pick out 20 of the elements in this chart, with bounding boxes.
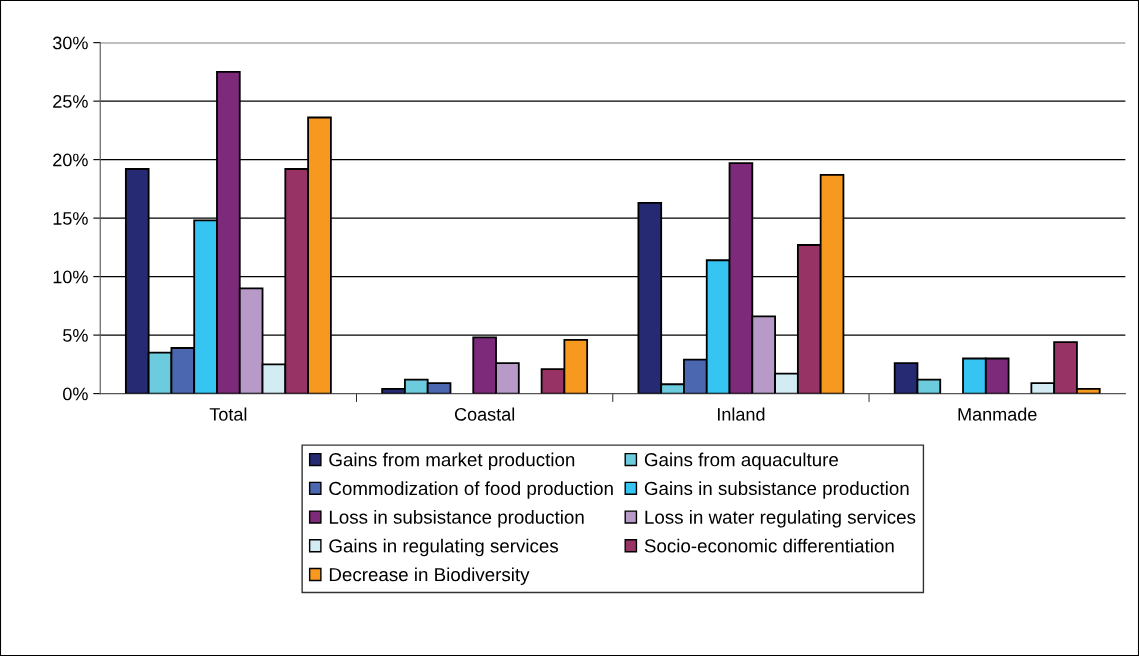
- legend-label: Gains in subsistance production: [644, 481, 909, 499]
- legend-label: Loss in subsistance production: [329, 510, 584, 528]
- legend-label: Gains in regulating services: [329, 538, 559, 557]
- y-tick-label: 30%: [52, 36, 88, 50]
- x-tick-label: Manmade: [958, 407, 1037, 421]
- legend-label: Commodization of food production: [329, 481, 613, 499]
- y-tick-label: 15%: [53, 212, 88, 225]
- y-tick-label: 0%: [63, 387, 88, 401]
- legend-label: Gains from aquaculture: [644, 452, 838, 471]
- x-tick-label: Total: [209, 407, 247, 421]
- x-tick-label: Coastal: [454, 407, 515, 421]
- y-tick-label: 5%: [63, 329, 88, 342]
- legend-label: Gains from market production: [329, 452, 575, 471]
- y-tick-label: 25%: [53, 95, 88, 108]
- y-tick-label: 10%: [53, 270, 88, 284]
- y-tick-label: 20%: [53, 153, 88, 167]
- legend-label: Decrease in Biodiversity: [329, 567, 530, 585]
- legend-label: Socio-economic differentiation: [644, 538, 894, 553]
- legend-label: Loss in water regulating services: [645, 510, 916, 528]
- x-tick-label: Inland: [717, 407, 765, 421]
